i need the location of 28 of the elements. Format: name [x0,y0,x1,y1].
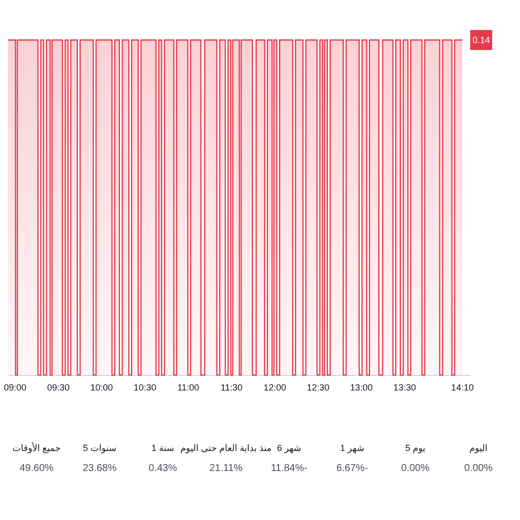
x-tick-label: 13:30 [393,382,416,392]
x-tick-label: 11:00 [177,382,200,392]
text: 21.11% [209,463,243,474]
x-tick-label: 10:30 [134,382,156,392]
x-tick-label: 09:30 [47,382,70,392]
annotation: 0.14 [472,35,490,45]
x-tick-label: 10:00 [90,382,113,392]
x-tick-label: 13:00 [350,382,373,392]
text: 23.68% [82,463,117,474]
x-tick-label: 09:00 [4,382,26,392]
text: 0.00% [401,463,430,474]
category-label: 1 سنة [152,443,174,453]
text: 0.43% [148,463,177,474]
text: 0.00% [464,463,493,474]
category-label: 5 يوم [405,443,426,454]
category-label: اليوم [469,443,488,454]
x-tick-label: 12:30 [306,382,330,392]
x-tick-label: 14:10 [451,382,474,392]
category-label: 5 سنوات [82,443,116,454]
text: 11.84%- [270,463,308,474]
text: 6.67%- [336,463,368,474]
category-label: 1 شهر [340,443,364,454]
category-label: 6 شهر [276,443,302,454]
x-tick-label: 11:30 [220,382,242,392]
text: 49.60% [20,463,54,474]
category-label: منذ بداية العام حتى اليوم [180,443,272,454]
x-tick-label: 12:00 [264,382,286,392]
category-label: جميع الأوقات [12,442,61,454]
